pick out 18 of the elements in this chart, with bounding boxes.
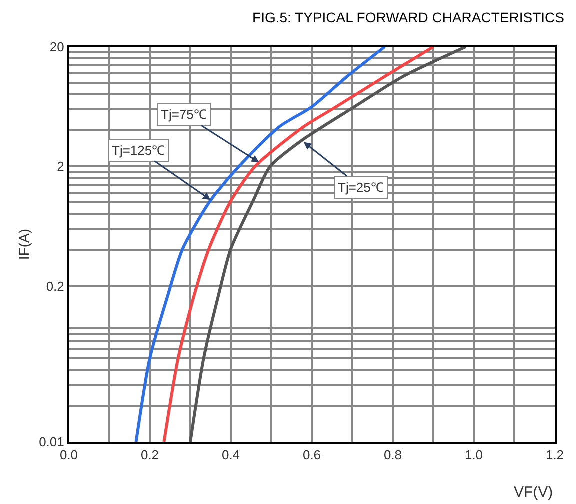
x-tick-label: 0.8 (384, 448, 402, 463)
y-tick-label: 20 (50, 40, 64, 55)
chart-title: FIG.5: TYPICAL FORWARD CHARACTERISTICS (252, 9, 564, 26)
x-tick-label: 0.0 (60, 448, 78, 463)
x-tick-label: 0.4 (222, 448, 240, 463)
x-tick-label: 0.2 (140, 448, 160, 463)
annotation: Tj=75℃ (161, 107, 207, 122)
y-tick-label: 0.01 (39, 434, 64, 450)
x-axis-title: VF(V) (514, 484, 554, 501)
x-tick-label: 1.2 (546, 448, 564, 463)
y-axis-title: IF(A) (16, 228, 32, 260)
annotation: Tj=25℃ (338, 180, 384, 195)
y-tick-label: 2 (57, 159, 64, 174)
line-series (162, 47, 435, 442)
x-tick-label: 1.0 (464, 448, 484, 463)
y-tick-label: 0.2 (46, 278, 64, 294)
x-tick-label: 0.6 (302, 448, 322, 463)
annotation: Tj=125℃ (112, 143, 166, 158)
